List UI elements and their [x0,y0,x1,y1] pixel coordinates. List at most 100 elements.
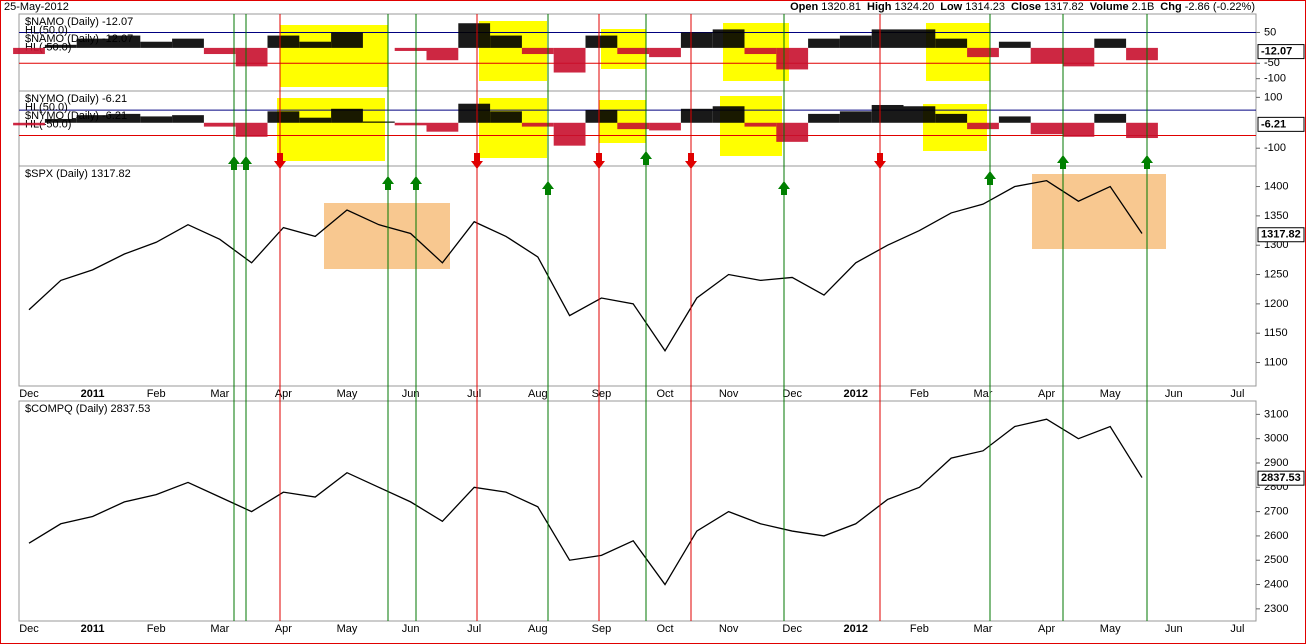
legend-entry: HL(50.0) [25,101,68,113]
y-tick-label: 2300 [1264,603,1288,615]
x-tick-label: Feb [147,388,166,400]
x-tick-label: Aug [528,388,548,400]
x-tick-label: Apr [275,388,292,400]
oscillator-bar [998,41,1031,48]
x-tick-label: Dec [19,388,39,400]
oscillator-bar [1094,38,1127,48]
last-value-box [1257,44,1305,60]
oscillator-bar [108,113,141,123]
x-tick-label: Jun [402,623,420,635]
oscillator-bar [267,111,300,123]
y-tick-label: 50 [1264,26,1276,38]
last-value-label: -6.21 [1261,118,1286,130]
oscillator-bar [76,38,109,48]
quote-label: Close [1011,1,1041,13]
oscillator-bar [680,32,713,48]
x-tick-label: Aug [528,623,548,635]
oscillator-bar [617,122,650,130]
panel-frame [18,400,1257,622]
oscillator-bar [458,23,491,48]
oscillator-bar [839,111,872,123]
oscillator-bar [808,113,840,123]
legend-entry: HL(50.0) [25,24,68,36]
oscillator-bar [235,122,268,137]
yellow-box [479,98,547,158]
oscillator-bar [1030,122,1063,135]
oscillator-bar [585,35,618,48]
x-tick-label: Apr [1038,623,1055,635]
oscillator-bar [331,32,363,48]
panel-frame [18,165,1257,387]
quote-value: 1314.23 [965,1,1005,13]
y-tick-label: 100 [1264,91,1282,103]
legend-entry: $NAMO (Daily) -12.07 [25,16,133,28]
quote-bar: Open 1320.81 High 1324.20 Low 1314.23 Close 131… [784,1,1255,13]
down-arrow [274,153,286,169]
last-value-label: 1317.82 [1261,229,1301,241]
x-tick-label: Mar [210,623,229,635]
oscillator-bar [967,122,999,130]
last-value-label: -12.07 [1261,46,1292,58]
x-tick-label: Apr [275,623,292,635]
oscillator-bar [808,38,840,48]
oscillator-bar [744,122,777,127]
x-tick-label: Apr [1038,388,1055,400]
y-tick-label: 2400 [1264,578,1288,590]
y-tick-label: 1100 [1264,356,1288,368]
oscillator-bar [362,121,395,123]
oscillator-bar [172,115,204,123]
oscillator-bar [744,47,777,55]
up-arrow [542,181,554,195]
x-tick-label: Nov [719,623,739,635]
oscillator-bar [299,41,332,48]
x-tick-label: Dec [19,623,39,635]
last-value-box [1257,116,1305,132]
oscillator-bar [585,110,618,123]
oscillator-bar [903,29,936,48]
x-tick-label: Dec [782,388,802,400]
oscillator-bar [649,122,681,131]
oscillator-bar [490,111,522,123]
oscillator-bar [935,38,968,48]
x-tick-label: May [337,623,358,635]
quote-value: 1320.81 [821,1,862,13]
oscillator-bar [203,47,236,55]
x-tick-label: Mar [210,388,229,400]
up-arrow [410,176,422,190]
oscillator-bar [140,41,173,48]
quote-label: Chg [1160,1,1182,13]
oscillator-bar [553,122,586,146]
oscillator-bar [712,29,745,48]
oscillator-bar [680,108,713,123]
oscillator-bar [490,35,522,48]
x-tick-label: Jun [1165,388,1183,400]
oscillator-bar [998,116,1031,123]
oscillator-bar [553,47,586,73]
y-tick-label: 1150 [1264,327,1288,339]
x-tick-label: Feb [910,388,929,400]
legend-entry: $COMPQ (Daily) 2837.53 [25,403,150,415]
oscillator-bar [76,115,109,123]
down-arrow [874,153,886,169]
quote-value: 1324.20 [894,1,935,13]
oscillator-bar [871,29,904,48]
oscillator-bar [1062,122,1095,137]
oscillator-bar [776,122,809,142]
down-arrow [685,153,697,169]
yellow-box [277,98,385,161]
x-tick-label: Jul [467,623,481,635]
y-tick-label: -100 [1264,73,1286,85]
x-tick-label: May [1100,623,1121,635]
x-tick-label: Feb [147,623,166,635]
y-tick-label: 2500 [1264,554,1288,566]
x-tick-label: Sep [592,388,612,400]
oscillator-bar [935,113,968,123]
oscillator-bar [903,106,936,123]
x-tick-label: Oct [656,388,673,400]
up-arrow [240,156,252,170]
oscillator-bar [44,44,77,48]
y-tick-label: 1250 [1264,268,1288,280]
up-arrow [1141,155,1153,169]
oscillator-bar [331,108,363,123]
